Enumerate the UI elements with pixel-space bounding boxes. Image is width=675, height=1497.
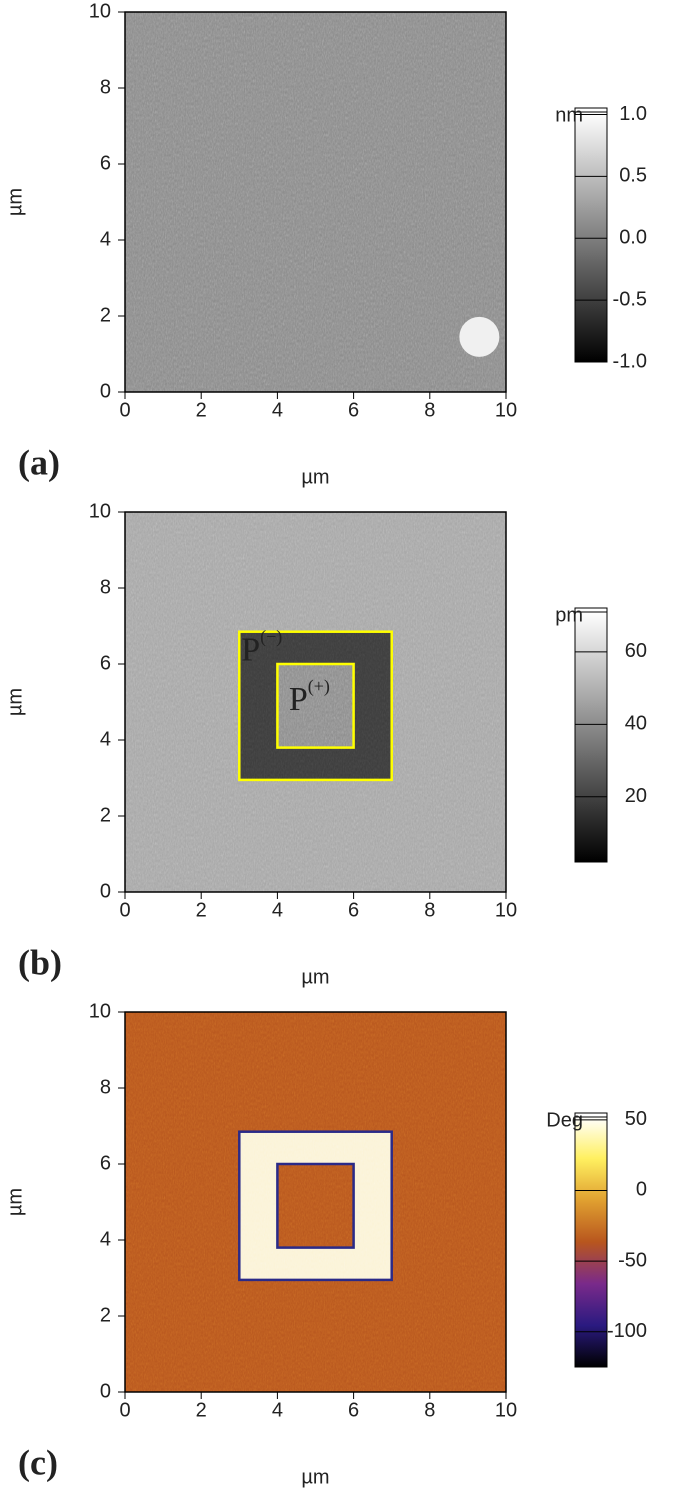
colorbar-cap xyxy=(574,607,608,613)
y-axis-label: µm xyxy=(4,688,26,716)
y-tick-label: 0 xyxy=(100,880,111,902)
plot-frame xyxy=(124,1011,507,1393)
y-tick-label: 4 xyxy=(100,228,111,250)
y-tick-label: 6 xyxy=(100,1152,111,1174)
panel-label: (c) xyxy=(18,1442,58,1482)
y-tick-label: 8 xyxy=(100,1076,111,1098)
colorbar-tick-label: 1.0 xyxy=(619,103,647,125)
x-tick-label: 0 xyxy=(119,399,130,421)
colorbar-tick-label: -1.0 xyxy=(613,350,647,372)
image-noise xyxy=(125,512,506,892)
annotation-sup: (−) xyxy=(260,627,282,648)
y-tick-label: 2 xyxy=(100,304,111,326)
colorbar xyxy=(574,1116,608,1368)
x-axis-label: µm xyxy=(301,466,329,488)
x-tick-label: 0 xyxy=(119,1399,130,1421)
colorbar xyxy=(574,111,608,363)
x-tick-label: 4 xyxy=(272,1399,283,1421)
colorbar-tick-label: 0.5 xyxy=(619,165,647,187)
y-tick-label: 10 xyxy=(89,500,111,522)
panel-label: (a) xyxy=(18,442,60,482)
x-tick-label: 0 xyxy=(119,899,130,921)
x-tick-label: 2 xyxy=(196,399,207,421)
annotation-text: P xyxy=(241,631,260,668)
box xyxy=(238,630,393,782)
x-tick-label: 10 xyxy=(495,899,517,921)
box xyxy=(276,1162,355,1249)
y-tick-label: 10 xyxy=(89,1000,111,1022)
image-noise xyxy=(125,1012,506,1392)
annotation-sup: (+) xyxy=(308,676,330,697)
y-tick-label: 6 xyxy=(100,152,111,174)
colorbar-tick-label: 0.0 xyxy=(619,227,647,249)
y-tick-label: 8 xyxy=(100,576,111,598)
colorbar-label: pm xyxy=(555,604,583,626)
y-tick-label: 10 xyxy=(89,0,111,22)
y-tick-label: 6 xyxy=(100,652,111,674)
y-tick-label: 4 xyxy=(100,728,111,750)
colorbar-tick-label: 40 xyxy=(625,713,647,735)
y-tick-label: 2 xyxy=(100,1304,111,1326)
box xyxy=(238,1130,393,1282)
plot-frame xyxy=(124,11,507,393)
y-axis-label: µm xyxy=(4,1188,26,1216)
x-tick-label: 10 xyxy=(495,399,517,421)
x-tick-label: 8 xyxy=(424,399,435,421)
colorbar-tick-label: 20 xyxy=(625,785,647,807)
colorbar-tick-label: -0.5 xyxy=(613,288,647,310)
x-tick-label: 6 xyxy=(348,1399,359,1421)
plot-frame xyxy=(124,511,507,893)
x-tick-label: 6 xyxy=(348,399,359,421)
y-tick-label: 0 xyxy=(100,1380,111,1402)
panel-label: (b) xyxy=(18,942,62,982)
x-tick-label: 8 xyxy=(424,1399,435,1421)
x-tick-label: 2 xyxy=(196,1399,207,1421)
colorbar-tick-label: 60 xyxy=(625,640,647,662)
box xyxy=(276,662,355,749)
colorbar-label: Deg xyxy=(546,1109,583,1131)
colorbar-tick-label: 50 xyxy=(625,1108,647,1130)
colorbar-tick-label: -50 xyxy=(618,1249,647,1271)
x-tick-label: 8 xyxy=(424,899,435,921)
x-tick-label: 10 xyxy=(495,1399,517,1421)
annotation: P(−) xyxy=(241,627,282,669)
x-axis-label: µm xyxy=(301,1466,329,1488)
colorbar-cap xyxy=(574,107,608,113)
x-tick-label: 2 xyxy=(196,899,207,921)
y-tick-label: 8 xyxy=(100,76,111,98)
colorbar-cap xyxy=(574,1112,608,1118)
image-noise xyxy=(125,12,506,392)
y-axis-label: µm xyxy=(4,188,26,216)
annotation-text: P xyxy=(289,681,308,718)
y-tick-label: 2 xyxy=(100,804,111,826)
particle xyxy=(459,316,500,357)
colorbar-label: nm xyxy=(555,104,583,126)
colorbar-tick-label: -100 xyxy=(607,1320,647,1342)
annotation: P(+) xyxy=(289,676,330,718)
x-tick-label: 4 xyxy=(272,399,283,421)
y-tick-label: 4 xyxy=(100,1228,111,1250)
colorbar-tick-label: 0 xyxy=(636,1179,647,1201)
x-tick-label: 4 xyxy=(272,899,283,921)
x-axis-label: µm xyxy=(301,966,329,988)
colorbar xyxy=(574,611,608,863)
x-tick-label: 6 xyxy=(348,899,359,921)
y-tick-label: 0 xyxy=(100,380,111,402)
